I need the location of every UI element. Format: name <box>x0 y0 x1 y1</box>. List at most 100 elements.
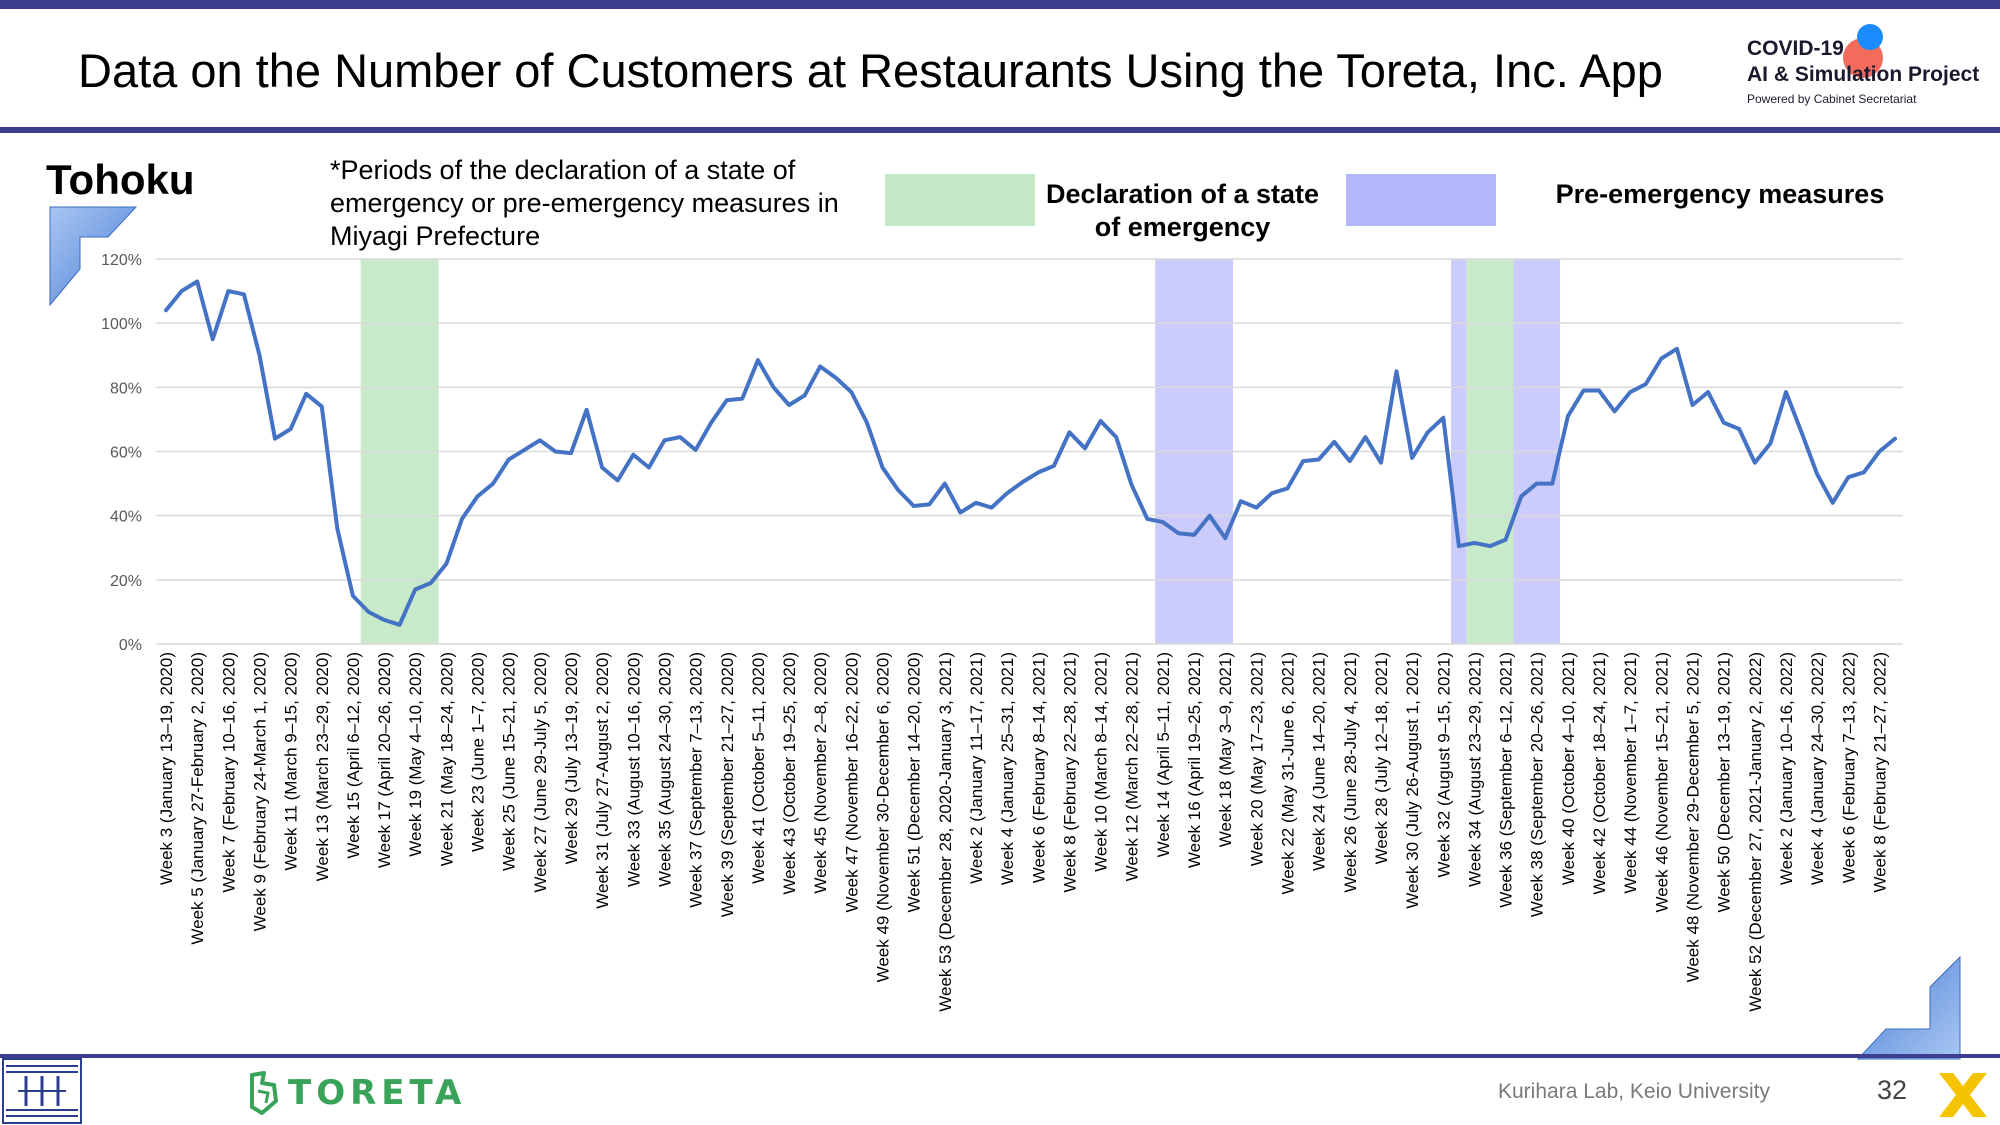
page-title: Data on the Number of Customers at Resta… <box>78 44 1663 97</box>
x-tick-label: Week 48 (November 29-December 5, 2021) <box>1684 652 1703 982</box>
data-point <box>242 292 246 296</box>
x-tick-label: Week 6 (February 7–13, 2022) <box>1839 652 1858 883</box>
x-tick-label: Week 43 (October 19–25, 2020) <box>780 652 799 895</box>
footer-divider <box>0 1054 2000 1058</box>
x-tick-label: Week 27 (June 29-July 5, 2020) <box>531 652 550 893</box>
data-point <box>865 421 869 425</box>
data-point <box>990 506 994 510</box>
y-tick-labels: 0% 20% 40% 60% 80% 100% 120% <box>101 252 142 654</box>
data-point <box>320 405 324 409</box>
data-point <box>1005 491 1009 495</box>
data-point <box>1644 382 1648 386</box>
data-point <box>662 438 666 442</box>
x-tick-label: Week 8 (February 21–27, 2022) <box>1870 652 1889 893</box>
series-line-layer <box>164 279 1897 627</box>
x-tick-label: Week 40 (October 4–10, 2021) <box>1559 652 1578 885</box>
data-point <box>211 337 215 341</box>
x-tick-label: Week 21 (May 18–24, 2020) <box>437 652 456 866</box>
data-point <box>569 451 573 455</box>
legend-preemergency-label: Pre-emergency measures <box>1555 179 1885 209</box>
data-point <box>1581 389 1585 393</box>
data-point <box>195 279 199 283</box>
data-point <box>787 403 791 407</box>
data-point <box>1722 421 1726 425</box>
header-divider <box>0 127 2000 133</box>
data-point <box>647 466 651 470</box>
data-point <box>1426 430 1430 434</box>
x-tick-label: Week 29 (July 13–19, 2020) <box>562 652 581 864</box>
data-point <box>849 390 853 394</box>
series-line <box>164 279 1897 627</box>
data-point <box>460 517 464 521</box>
x-tick-labels: Week 3 (January 13–19, 2020) Week 5 (Janu… <box>157 652 1889 1012</box>
x-tick-label: Week 18 (May 3–9, 2021) <box>1216 652 1235 847</box>
legend-preemergency-swatch <box>1346 174 1496 226</box>
x-tick-label: Week 52 (December 27, 2021-January 2, 20… <box>1746 652 1765 1012</box>
toreta-wordmark: TORETA <box>288 1073 467 1113</box>
x-tick-label: Week 17 (April 20–26, 2020) <box>375 652 394 868</box>
data-point <box>1239 499 1243 503</box>
x-tick-label: Week 31 (July 27-August 2, 2020) <box>593 652 612 909</box>
x-tick-label: Week 50 (December 13–19, 2021) <box>1715 652 1734 913</box>
y-tick-label: 0% <box>119 637 142 654</box>
x-tick-label: Week 33 (August 10–16, 2020) <box>624 652 643 887</box>
x-tick-label: Week 8 (February 22–28, 2021) <box>1060 652 1079 893</box>
data-point <box>616 478 620 482</box>
x-tick-label: Week 46 (November 15–21, 2021) <box>1652 652 1671 913</box>
x-tick-label: Week 49 (November 30-December 6, 2020) <box>874 652 893 982</box>
data-point <box>304 392 308 396</box>
x-tick-label: Week 2 (January 11–17, 2021) <box>967 652 986 884</box>
data-point <box>1628 390 1632 394</box>
x-tick-label: Week 47 (November 16–22, 2020) <box>842 652 861 913</box>
x-tick-label: Week 16 (April 19–25, 2021) <box>1185 652 1204 868</box>
x-tick-label: Week 14 (April 5–11, 2021) <box>1154 652 1173 857</box>
data-point <box>818 364 822 368</box>
x-tick-label: Week 4 (January 24–30, 2022) <box>1808 652 1827 885</box>
data-point <box>1488 544 1492 548</box>
region-label: Tohoku <box>46 156 195 203</box>
y-tick-label: 80% <box>110 380 142 397</box>
data-point <box>1504 538 1508 542</box>
x-tick-label: Week 35 (August 24–30, 2020) <box>656 652 675 887</box>
grid-layer <box>156 258 1903 645</box>
x-tick-label: Week 4 (January 25–31, 2021) <box>998 652 1017 885</box>
x-tick-label: Week 9 (February 24-March 1, 2020) <box>251 652 270 931</box>
data-point <box>1862 470 1866 474</box>
x-tick-label: Week 51 (December 14–20, 2020) <box>905 652 924 913</box>
x-tick-label: Week 13 (March 23–29, 2020) <box>313 652 332 881</box>
x-tick-label: Week 26 (June 28-July 4, 2021) <box>1341 652 1360 893</box>
data-point <box>289 427 293 431</box>
x-tick-label: Week 22 (May 31-June 6, 2021) <box>1279 652 1298 895</box>
y-tick-label: 20% <box>110 573 142 590</box>
data-point <box>1286 486 1290 490</box>
data-point <box>1597 389 1601 393</box>
data-point <box>1161 520 1165 524</box>
corner-decoration-top-left <box>49 206 138 307</box>
data-point <box>553 450 557 453</box>
data-point <box>1519 494 1523 498</box>
data-point <box>1223 536 1227 540</box>
data-point <box>522 448 526 452</box>
x-tick-label: Week 23 (June 1–7, 2020) <box>469 652 488 852</box>
data-point <box>958 510 962 514</box>
data-point <box>1208 514 1212 518</box>
x-tick-label: Week 36 (September 6–12, 2021) <box>1497 652 1516 908</box>
data-point <box>1301 459 1305 463</box>
data-point <box>1145 517 1149 521</box>
data-point <box>1613 409 1617 413</box>
data-point <box>881 466 885 470</box>
toreta-logo: TORETA <box>248 1071 461 1120</box>
data-point <box>335 527 339 530</box>
x-tick-label: Week 12 (March 22–28, 2021) <box>1123 652 1142 881</box>
data-point <box>1317 458 1321 462</box>
legend-emergency-swatch <box>885 174 1035 226</box>
data-point <box>1737 427 1741 431</box>
covid-ai-simulation-logo: COVID-19 AI & Simulation Project Powered… <box>1745 24 1985 112</box>
data-point <box>413 587 417 591</box>
data-point <box>927 502 931 506</box>
data-point <box>943 482 947 486</box>
x-tick-label: Week 2 (January 10–16, 2022) <box>1777 652 1796 885</box>
data-point <box>1846 475 1850 479</box>
data-point <box>1130 483 1134 487</box>
y-tick-label: 40% <box>110 509 142 526</box>
